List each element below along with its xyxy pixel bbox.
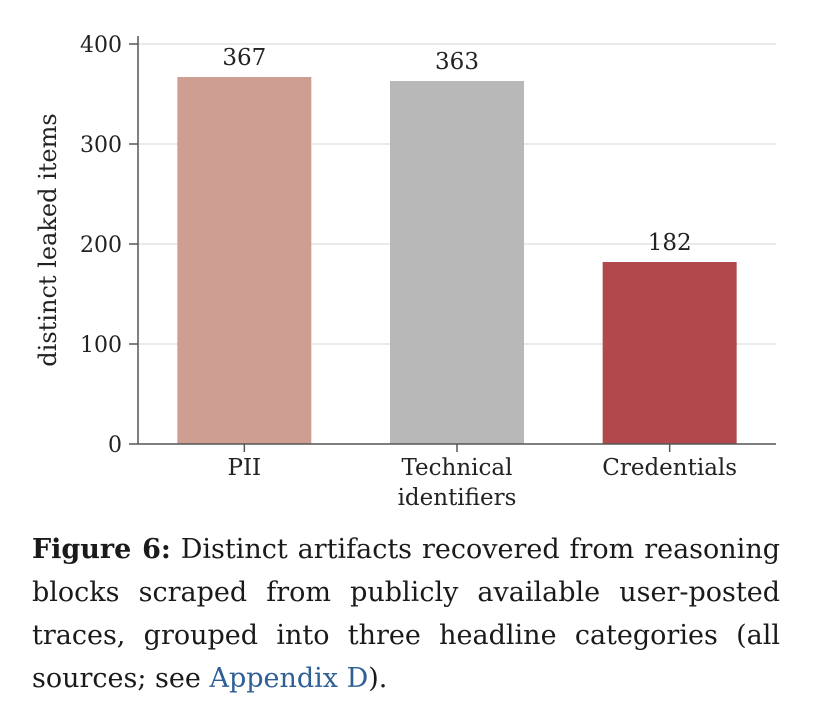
x-category-label: Credentials xyxy=(602,455,737,481)
bar xyxy=(390,81,524,444)
x-category-label-line: Technical xyxy=(402,455,513,481)
y-tick-label: 200 xyxy=(80,233,122,258)
labels: 0 100 200 300 400 367 PII 363 Technical identifie… xyxy=(80,33,737,511)
caption-tail: ). xyxy=(368,663,388,694)
y-tick-label: 0 xyxy=(108,433,122,458)
x-category-label-line: identifiers xyxy=(398,485,517,511)
figure-label: Figure 6: xyxy=(32,534,171,565)
bars xyxy=(177,77,737,444)
bar-value-label: 367 xyxy=(222,45,266,71)
caption-text: Distinct artifacts recovered from reason… xyxy=(32,534,780,694)
bar-chart: 0 100 200 300 400 367 PII 363 Technical identifie… xyxy=(34,33,776,511)
bar xyxy=(602,262,737,444)
y-axis-title: distinct leaked items xyxy=(34,113,62,366)
figure-caption: Figure 6: Distinct artifacts recovered f… xyxy=(32,528,780,700)
axes xyxy=(129,36,776,452)
y-tick-label: 300 xyxy=(80,133,122,158)
bar xyxy=(177,77,312,444)
y-tick-label: 400 xyxy=(80,33,122,58)
x-category-label: PII xyxy=(228,455,262,481)
x-category-label: Technical identifiers xyxy=(398,455,517,511)
x-category-label-line: Credentials xyxy=(602,455,737,481)
x-category-label-line: PII xyxy=(228,455,262,481)
y-tick-label: 100 xyxy=(80,333,122,358)
bar-value-label: 363 xyxy=(435,49,479,75)
appendix-link[interactable]: Appendix D xyxy=(209,663,369,694)
bar-value-label: 182 xyxy=(648,230,692,256)
